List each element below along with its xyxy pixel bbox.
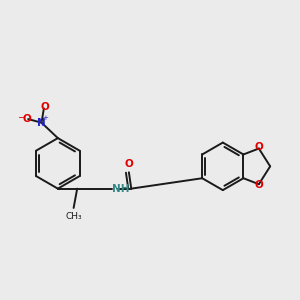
Text: −: − <box>17 113 26 124</box>
Text: NH: NH <box>112 184 130 194</box>
Text: O: O <box>254 142 263 152</box>
Text: O: O <box>40 102 49 112</box>
Text: O: O <box>22 114 31 124</box>
Text: +: + <box>42 115 48 121</box>
Text: O: O <box>124 159 133 169</box>
Text: CH₃: CH₃ <box>65 212 82 221</box>
Text: N: N <box>37 118 46 128</box>
Text: O: O <box>254 180 263 190</box>
